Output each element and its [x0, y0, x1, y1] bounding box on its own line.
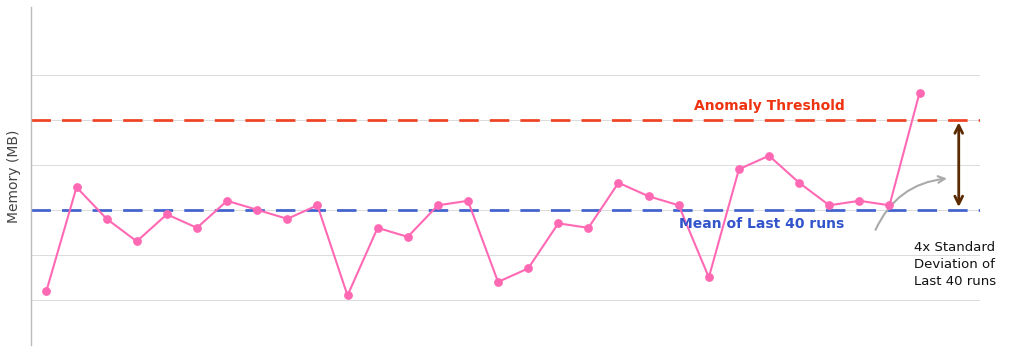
Point	[68, 184, 84, 190]
Point	[400, 234, 416, 240]
Point	[912, 90, 928, 95]
Point	[189, 225, 205, 231]
Point	[459, 198, 476, 203]
Text: Mean of Last 40 runs: Mean of Last 40 runs	[678, 216, 844, 231]
Point	[340, 293, 356, 298]
Point	[520, 266, 536, 271]
Point	[821, 202, 838, 208]
Point	[249, 207, 266, 213]
Point	[159, 212, 175, 217]
Point	[219, 198, 235, 203]
Point	[760, 153, 777, 158]
Point	[490, 279, 506, 285]
Point	[670, 202, 686, 208]
Text: Anomaly Threshold: Anomaly Threshold	[694, 99, 845, 113]
Point	[641, 194, 657, 199]
Point	[430, 202, 446, 208]
Point	[791, 180, 807, 186]
Point	[309, 202, 325, 208]
Point	[129, 239, 145, 244]
Point	[731, 166, 747, 172]
Point	[881, 202, 897, 208]
Point	[369, 225, 385, 231]
Point	[98, 216, 115, 222]
Text: 4x Standard
Deviation of
Last 40 runs: 4x Standard Deviation of Last 40 runs	[914, 241, 996, 288]
Point	[551, 220, 567, 226]
Point	[279, 216, 295, 222]
Point	[852, 198, 868, 203]
Y-axis label: Memory (MB): Memory (MB)	[7, 129, 21, 223]
Point	[610, 180, 627, 186]
Point	[39, 288, 55, 294]
Point	[580, 225, 596, 231]
Point	[701, 275, 717, 280]
